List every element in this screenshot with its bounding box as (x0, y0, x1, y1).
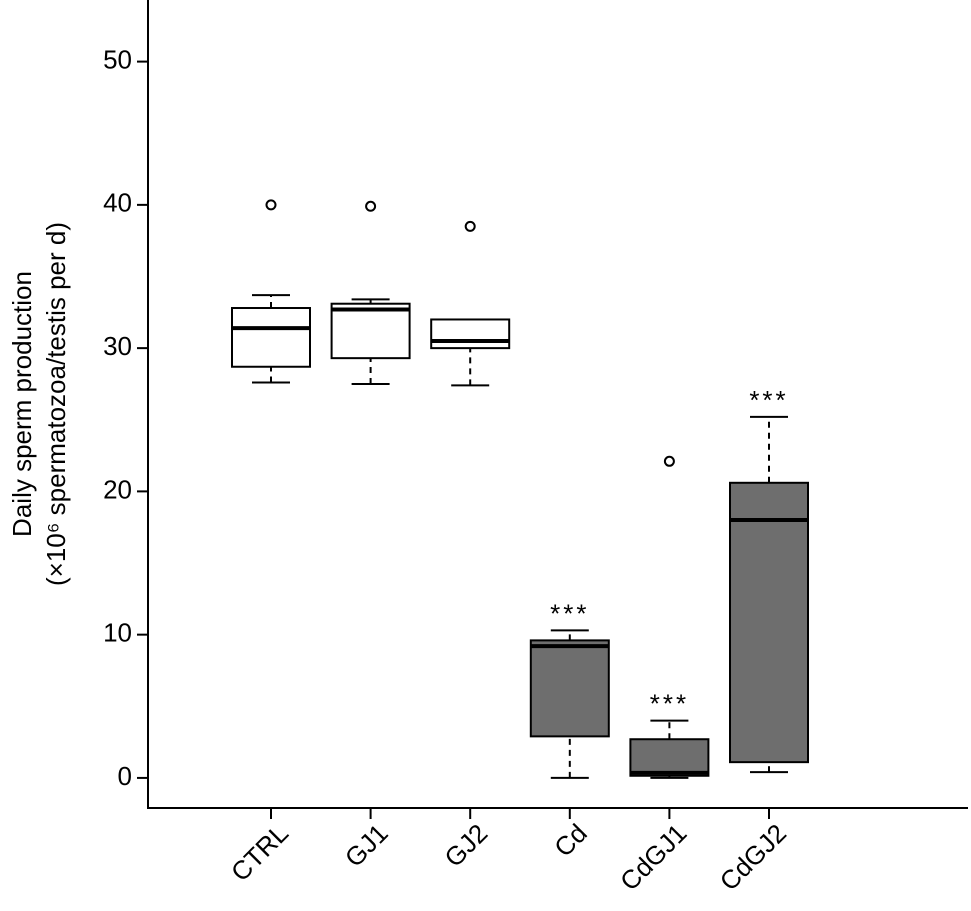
outlier (663, 455, 675, 467)
outlier (265, 199, 277, 211)
significance-label: *** (550, 598, 589, 628)
y-tick-label: 0 (118, 761, 132, 791)
box (729, 481, 809, 764)
box (231, 307, 311, 368)
x-tick-label: CdGJ2 (714, 818, 792, 896)
y-tick-label: 10 (103, 618, 132, 648)
significance-label: *** (650, 689, 689, 719)
y-tick-label: 20 (103, 474, 132, 504)
x-tick-label: CdGJ1 (614, 818, 692, 896)
outlier (365, 200, 377, 212)
x-tick-label: GJ1 (339, 818, 394, 873)
y-axis-label: (×10⁶ spermatozoa/testis per d) (41, 222, 71, 586)
outlier (464, 220, 476, 232)
x-tick-label: CTRL (225, 818, 294, 887)
y-tick-label: 50 (103, 44, 132, 74)
box (430, 318, 511, 350)
significance-label: *** (749, 385, 788, 415)
box (629, 738, 710, 777)
x-tick-label: Cd (548, 818, 593, 863)
y-axis-label: Daily sperm production (7, 271, 37, 537)
box (330, 302, 411, 360)
y-tick-label: 30 (103, 331, 132, 361)
x-tick-label: GJ2 (438, 818, 493, 873)
y-tick-label: 40 (103, 188, 132, 218)
box (529, 639, 610, 738)
